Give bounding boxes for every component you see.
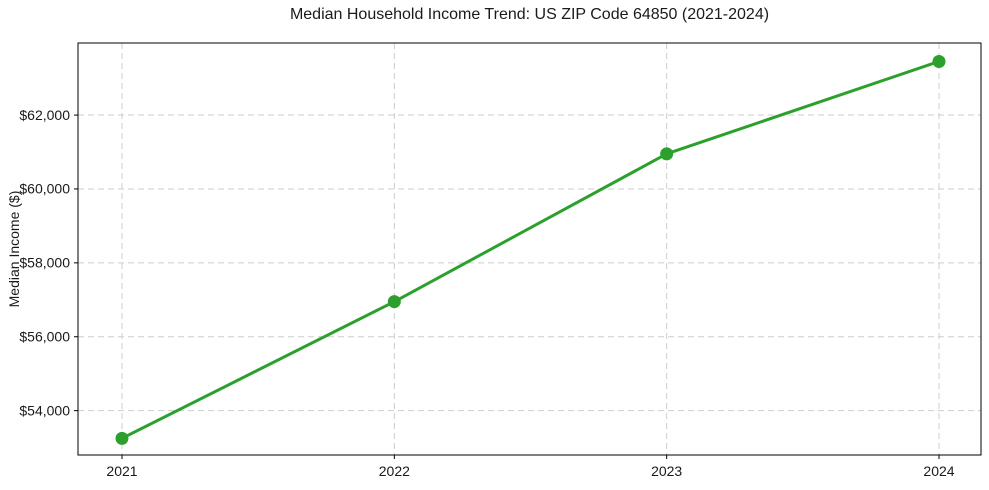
chart-title: Median Household Income Trend: US ZIP Co… xyxy=(289,6,770,23)
data-point-marker xyxy=(660,147,674,161)
trend-line xyxy=(120,59,941,440)
y-tick-label: $56,000 xyxy=(19,329,70,345)
data-point-marker xyxy=(387,295,401,309)
y-tick-label: $62,000 xyxy=(19,107,70,123)
x-tick-label: 2023 xyxy=(651,463,682,479)
x-tick-label: 2021 xyxy=(106,463,137,479)
data-point-marker xyxy=(932,54,946,68)
y-tick-label: $54,000 xyxy=(19,402,70,418)
y-tick-label: $58,000 xyxy=(19,255,70,271)
y-tick-label: $60,000 xyxy=(19,181,70,197)
x-tick-label: 2024 xyxy=(923,463,954,479)
data-point-marker xyxy=(115,431,129,445)
x-tick-label: 2022 xyxy=(379,463,410,479)
plot-border xyxy=(77,42,982,456)
